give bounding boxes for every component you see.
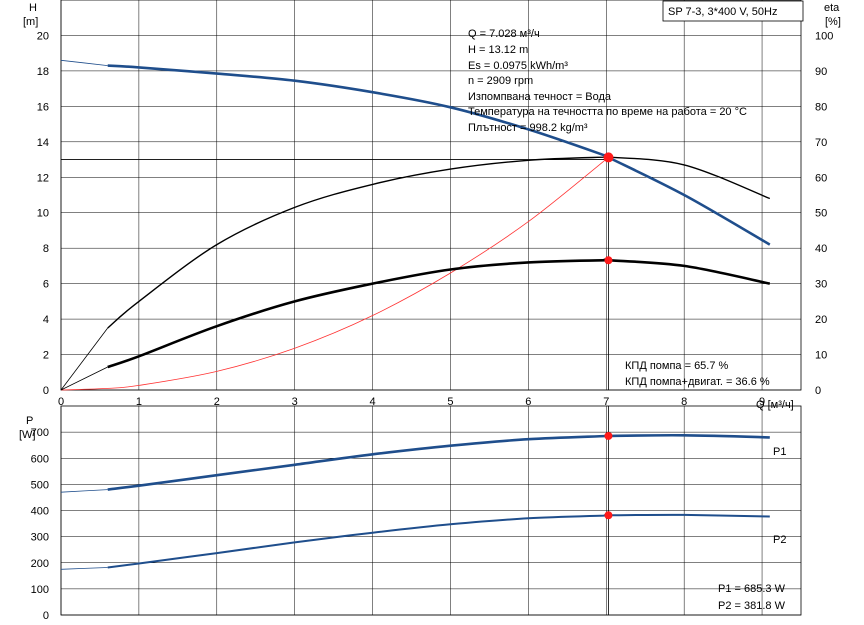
y-left-tick-label: 6 [43,279,49,291]
head-curve-extrapolated [60,59,108,66]
x-tick-label: 1 [136,396,142,408]
y-left-tick-label: 14 [37,137,49,149]
y-right-tick-label: 100 [815,30,833,42]
p2-curve-extrapolated [60,567,108,570]
y-bottom-tick-label: 0 [43,610,49,622]
top-plot-frame [60,0,802,391]
y-left-tick-label: 10 [37,208,49,220]
power-operating-point [604,431,613,440]
power-p1: P1 = 685.3 W [718,583,786,595]
y-left-tick-label: 8 [43,243,49,255]
top-ylabel-right-2: [%] [825,16,841,28]
y-bottom-tick-label: 700 [31,427,49,439]
head-curve [107,64,771,246]
eff-total: КПД помпа+двигат. = 36.6 % [625,376,770,388]
pump-efficiency-curve [107,155,771,329]
x-tick-label: 8 [681,396,687,408]
info-es: Es = 0.0975 kWh/m³ [468,60,568,72]
x-tick-label: 2 [214,396,220,408]
y-right-tick-label: 0 [815,385,821,397]
y-bottom-tick-label: 200 [31,558,49,570]
y-left-tick-label: 0 [43,385,49,397]
info-fluid: Изпомпвана течност = Вода [468,91,612,103]
y-right-tick-label: 90 [815,66,827,78]
top-chart-grid [60,0,802,391]
total-efficiency-curve-extrapolated [60,366,108,391]
eff-pump: КПД помпа = 65.7 % [625,360,729,372]
top-ylabel-left-1: H [29,2,37,14]
y-bottom-tick-label: 600 [31,453,49,465]
info-density: Плътност = 998.2 kg/m³ [468,122,588,134]
bottom-ylabel-1: P [26,415,33,427]
operating-point [604,256,613,265]
pump-efficiency-curve-extrapolated [60,327,109,391]
x-tick-label: 3 [292,396,298,408]
system-curve [60,157,609,391]
y-right-tick-label: 40 [815,243,827,255]
y-right-tick-label: 30 [815,279,827,291]
top-ylabel-left-2: [m] [23,16,38,28]
info-h: H = 13.12 m [468,44,528,56]
operating-info: Q = 7.028 м³/ч H = 13.12 m Es = 0.0975 k… [468,28,747,134]
p1-series-label: P1 [773,446,786,458]
bottom-chart-grid [60,405,802,616]
y-right-tick-label: 10 [815,350,827,362]
p1-curve [107,433,770,491]
info-n: n = 2909 rpm [468,75,533,87]
y-right-tick-label: 50 [815,208,827,220]
power-p2: P2 = 381.8 W [718,600,786,612]
y-left-tick-label: 12 [37,172,49,184]
p2-curve [107,513,770,569]
total-efficiency-curve [107,258,771,369]
x-tick-label: 4 [370,396,376,408]
y-right-tick-label: 60 [815,172,827,184]
info-q: Q = 7.028 м³/ч [468,28,540,40]
x-tick-label: 9 [759,396,765,408]
curves [60,59,771,615]
bottom-ylabel-2: [W] [19,429,36,441]
y-left-tick-label: 18 [37,66,49,78]
tick-labels: 0 1 2 3 4 5 6 7 8 9024681012141618200102030405060… [31,30,834,622]
info-temp: Температура на течността по време на раб… [468,106,747,118]
x-tick-label: 0 [58,396,64,408]
chart-title: SP 7-3, 3*400 V, 50Hz [668,6,777,18]
p2-series-label: P2 [773,534,786,546]
y-left-tick-label: 2 [43,350,49,362]
title-box [662,0,804,22]
y-left-tick-label: 4 [43,314,49,326]
x-tick-label: 6 [525,396,531,408]
y-bottom-tick-label: 300 [31,532,49,544]
y-bottom-tick-label: 100 [31,584,49,596]
y-bottom-tick-label: 500 [31,479,49,491]
x-axis-label: Q [м³/ч] [756,399,794,411]
p1-curve-extrapolated [60,489,108,493]
y-bottom-tick-label: 400 [31,506,49,518]
top-ylabel-right-1: eta [824,2,840,14]
y-left-tick-label: 20 [37,30,49,42]
operating-point [603,152,614,163]
y-left-tick-label: 16 [37,101,49,113]
power-operating-point [604,511,613,520]
y-right-tick-label: 80 [815,101,827,113]
x-tick-label: 7 [603,396,609,408]
y-right-tick-label: 20 [815,314,827,326]
y-right-tick-label: 70 [815,137,827,149]
x-tick-label: 5 [447,396,453,408]
